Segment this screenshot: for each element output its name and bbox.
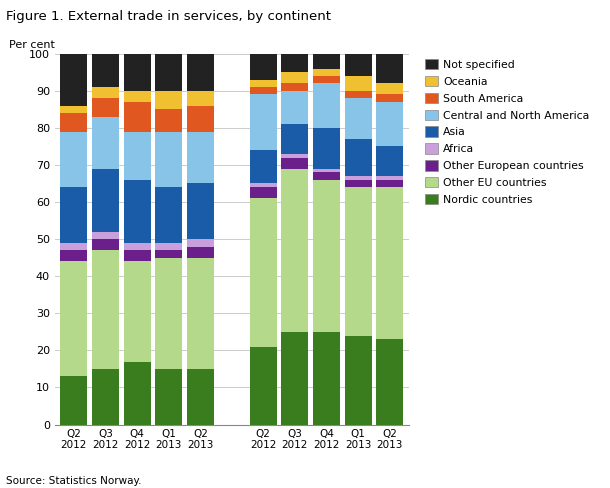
Bar [345, 76, 371, 91]
Bar [249, 198, 276, 346]
Bar [376, 83, 403, 95]
Bar [156, 258, 182, 369]
Bar [345, 176, 371, 180]
Bar [281, 72, 308, 83]
Bar [376, 176, 403, 180]
Bar [249, 95, 276, 150]
Bar [156, 109, 182, 132]
Bar [187, 132, 214, 183]
Bar [60, 54, 87, 105]
Bar [187, 105, 214, 132]
Bar [187, 258, 214, 369]
Bar [281, 154, 308, 158]
Bar [345, 180, 371, 187]
Bar [187, 246, 214, 258]
Bar [313, 76, 340, 83]
Bar [92, 87, 119, 98]
Legend: Not specified, Oceania, South America, Central and North America, Asia, Africa, : Not specified, Oceania, South America, C… [425, 59, 589, 204]
Bar [187, 369, 214, 425]
Bar [60, 262, 87, 376]
Bar [92, 369, 119, 425]
Text: Source: Statistics Norway.: Source: Statistics Norway. [6, 476, 142, 486]
Bar [156, 243, 182, 250]
Bar [92, 117, 119, 169]
Bar [281, 91, 308, 124]
Bar [60, 250, 87, 262]
Bar [249, 150, 276, 183]
Bar [124, 250, 151, 262]
Bar [92, 232, 119, 239]
Bar [313, 54, 340, 68]
Bar [345, 54, 371, 76]
Bar [92, 169, 119, 232]
Bar [92, 239, 119, 250]
Bar [345, 139, 371, 176]
Bar [376, 146, 403, 176]
Bar [60, 113, 87, 132]
Bar [313, 172, 340, 180]
Bar [124, 262, 151, 362]
Bar [345, 91, 371, 98]
Bar [313, 128, 340, 169]
Bar [124, 243, 151, 250]
Bar [156, 187, 182, 243]
Bar [156, 91, 182, 109]
Bar [92, 54, 119, 87]
Bar [156, 250, 182, 258]
Bar [249, 54, 276, 80]
Bar [281, 169, 308, 332]
Bar [156, 54, 182, 91]
Bar [249, 183, 276, 187]
Bar [376, 187, 403, 339]
Bar [281, 332, 308, 425]
Bar [124, 102, 151, 132]
Bar [376, 54, 403, 83]
Bar [124, 180, 151, 243]
Bar [60, 187, 87, 243]
Bar [60, 376, 87, 425]
Bar [92, 250, 119, 369]
Bar [124, 362, 151, 425]
Bar [313, 169, 340, 172]
Bar [60, 243, 87, 250]
Bar [281, 124, 308, 154]
Bar [345, 187, 371, 336]
Bar [249, 87, 276, 95]
Bar [376, 102, 403, 146]
Bar [345, 336, 371, 425]
Bar [376, 339, 403, 425]
Bar [249, 187, 276, 198]
Bar [187, 183, 214, 239]
Bar [313, 180, 340, 332]
Bar [60, 132, 87, 187]
Bar [281, 54, 308, 72]
Bar [124, 54, 151, 91]
Bar [187, 54, 214, 91]
Bar [60, 105, 87, 113]
Bar [345, 98, 371, 139]
Bar [156, 369, 182, 425]
Bar [249, 346, 276, 425]
Bar [156, 132, 182, 187]
Bar [376, 95, 403, 102]
Bar [313, 332, 340, 425]
Bar [281, 158, 308, 169]
Bar [187, 91, 214, 105]
Bar [313, 83, 340, 128]
Bar [313, 68, 340, 76]
Bar [249, 80, 276, 87]
Bar [124, 91, 151, 102]
Text: Per cent: Per cent [9, 40, 55, 50]
Bar [92, 98, 119, 117]
Bar [281, 83, 308, 91]
Bar [376, 180, 403, 187]
Text: Figure 1. External trade in services, by continent: Figure 1. External trade in services, by… [6, 10, 331, 23]
Bar [124, 132, 151, 180]
Bar [187, 239, 214, 246]
